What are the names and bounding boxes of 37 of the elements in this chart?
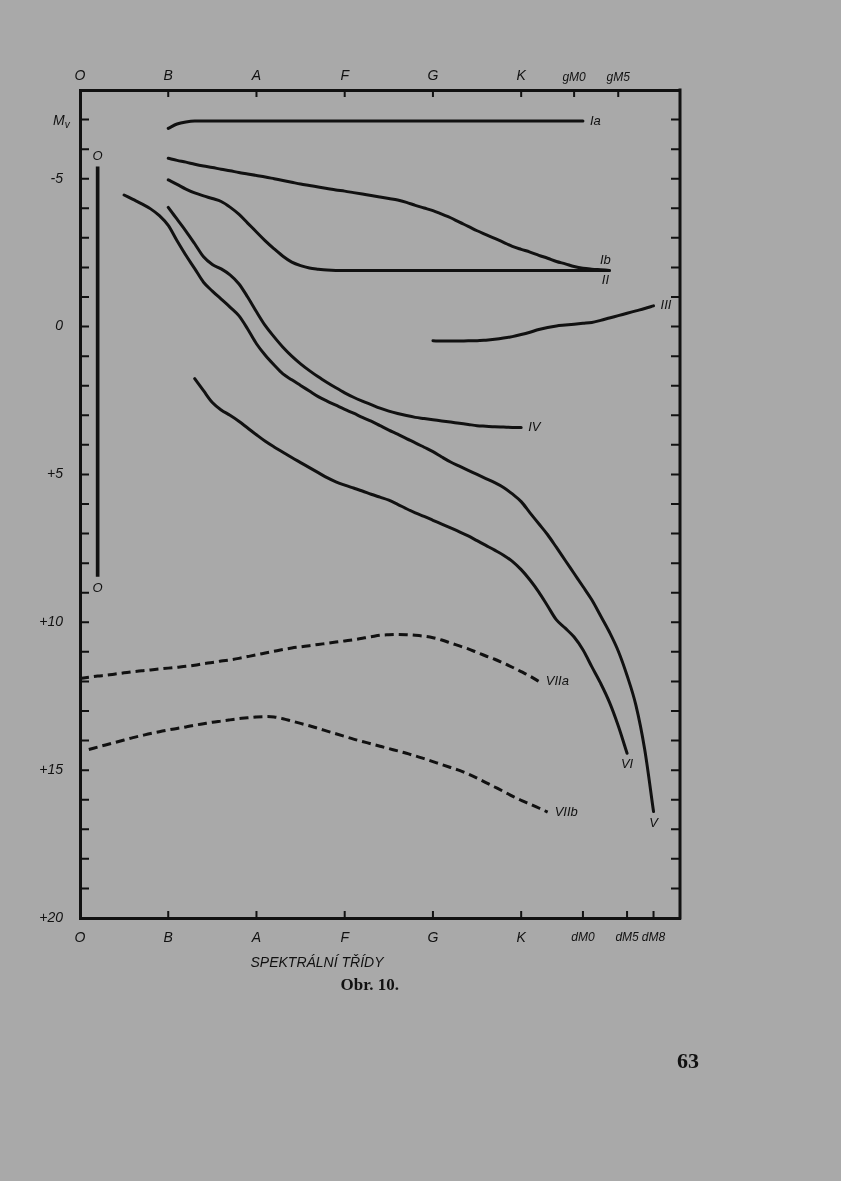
y-tick-label: -5: [50, 169, 64, 186]
legend-label: V: [649, 814, 660, 830]
x-tick-label: B: [163, 67, 173, 84]
series-label: O: [92, 579, 103, 595]
x-tick-label: A: [250, 67, 262, 84]
x-tick-label: gM5: [606, 70, 631, 85]
series-label: VI: [620, 756, 634, 772]
x-tick-label: A: [250, 929, 262, 946]
series-label: Ib: [599, 252, 611, 268]
series-label: III: [660, 297, 672, 313]
series-label: VIIb: [554, 803, 578, 819]
x-tick-label: O: [74, 67, 86, 84]
text: O: [92, 148, 103, 163]
x-tick-label: O: [74, 929, 86, 946]
text: 63: [677, 1047, 699, 1073]
text: Obr. 10.: [340, 975, 400, 995]
x-tick-label: F: [340, 67, 351, 84]
series-label: IV: [528, 419, 542, 435]
series-label: VIIa: [545, 673, 569, 689]
x-tick-label: G: [427, 67, 439, 84]
x-tick-label: dM5: [615, 929, 640, 944]
y-tick-label: +15: [39, 761, 64, 778]
x-tick-label: F: [340, 929, 351, 946]
series-label: II: [601, 272, 610, 288]
x-tick-label: G: [427, 929, 439, 946]
y-tick-label: 0: [55, 317, 64, 334]
x-tick-label: gM0: [562, 70, 587, 85]
x-tick-label: dM0: [571, 929, 595, 944]
series-label: Ia: [589, 112, 601, 128]
x-tick-label: K: [516, 929, 527, 946]
x-tick-label: dM8: [641, 929, 666, 944]
y-tick-label: +5: [47, 465, 64, 482]
y-tick-label: +10: [39, 613, 64, 630]
y-tick-label: +20: [39, 908, 64, 925]
x-tick-label: B: [163, 929, 173, 946]
x-tick-label: K: [516, 67, 527, 84]
x-axis-title: SPEKTRÁLNÍ TŘÍDY: [250, 953, 386, 970]
